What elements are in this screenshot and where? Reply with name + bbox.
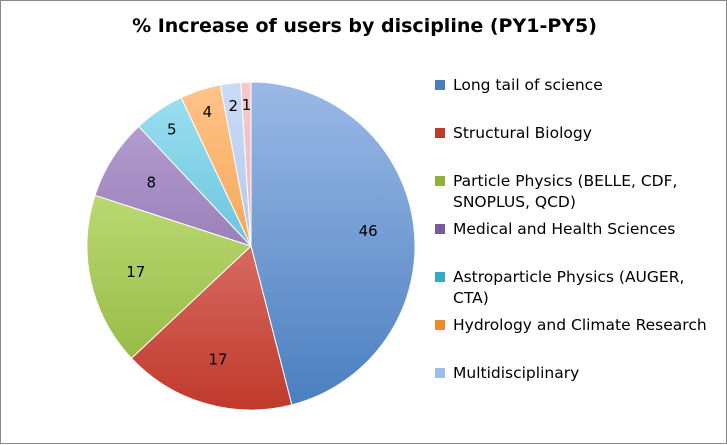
legend-swatch — [435, 224, 445, 234]
legend-item: Astroparticle Physics (AUGER, CTA) — [435, 267, 725, 309]
legend-item: Particle Physics (BELLE, CDF, SNOPLUS, Q… — [435, 171, 725, 213]
chart-title: % Increase of users by discipline (PY1-P… — [132, 15, 597, 37]
legend-swatch — [435, 272, 445, 282]
legend-label: Hydrology and Climate Research — [453, 316, 707, 334]
legend-item: Hydrology and Climate Research — [435, 315, 725, 336]
legend-label: Structural Biology — [453, 124, 592, 142]
legend-item: Medical and Health Sciences — [435, 219, 725, 240]
pie-slice — [240, 81, 252, 247]
pie-slice — [86, 194, 252, 359]
slice-value-label: 17 — [126, 263, 145, 281]
legend-label: Astroparticle Physics (AUGER, CTA) — [453, 268, 685, 307]
legend-item: Structural Biology — [435, 123, 725, 144]
legend-swatch — [435, 128, 445, 138]
legend-label: Multidisciplinary — [453, 364, 580, 382]
legend-swatch — [435, 320, 445, 330]
pie-slice — [130, 245, 293, 411]
slice-value-label: 5 — [167, 120, 177, 138]
slice-value-label: 2 — [229, 97, 239, 115]
slice-value-label: 17 — [209, 350, 228, 368]
legend-swatch — [435, 368, 445, 378]
legend-label: Long tail of science — [453, 76, 603, 94]
legend-swatch — [435, 176, 445, 186]
slice-value-label: 46 — [359, 222, 378, 240]
slice-value-label: 1 — [242, 96, 252, 114]
pie-slice — [250, 81, 416, 406]
legend-label: Medical and Health Sciences — [453, 220, 676, 238]
legend-swatch — [435, 80, 445, 90]
legend-item: Long tail of science — [435, 75, 725, 96]
legend-item: Multidisciplinary — [435, 363, 725, 384]
legend-label: Particle Physics (BELLE, CDF, SNOPLUS, Q… — [453, 172, 678, 211]
slice-value-label: 4 — [203, 103, 213, 121]
slice-value-label: 8 — [147, 174, 157, 192]
